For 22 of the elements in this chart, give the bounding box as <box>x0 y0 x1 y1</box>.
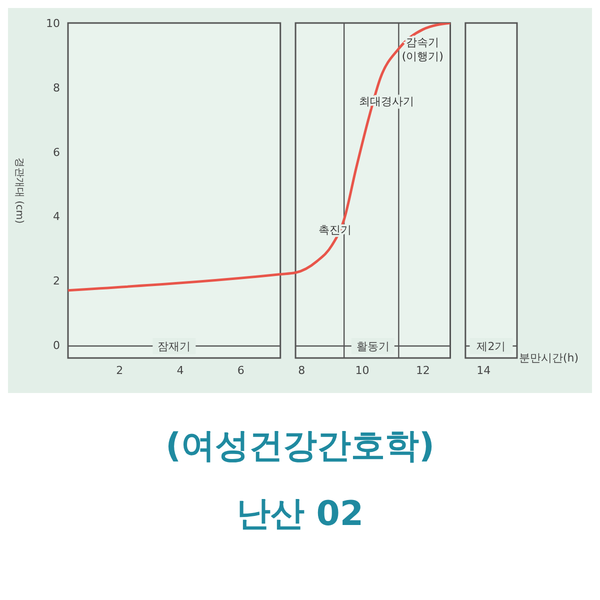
x-axis-title: 분만시간(h) <box>519 351 579 364</box>
text: (여성건강간호학) <box>164 425 436 468</box>
x-tick-label: 4 <box>176 364 184 377</box>
y-tick-label: 8 <box>53 81 60 94</box>
y-tick-label: 10 <box>46 16 60 30</box>
x-tick-label: 12 <box>416 364 430 377</box>
x-tick-label: 10 <box>355 364 370 377</box>
text: 난산 02 <box>235 493 365 536</box>
y-tick-label: 2 <box>53 274 60 288</box>
band-label: 제2기 <box>476 340 506 353</box>
y-tick-label: 4 <box>53 210 60 224</box>
x-tick-label: 6 <box>237 364 244 377</box>
y-tick-label: 6 <box>53 146 60 159</box>
line-series <box>68 23 452 292</box>
y-tick-label: 0 <box>53 339 60 352</box>
x-tick-label: 2 <box>116 364 124 377</box>
band-label: 잠재기 <box>158 340 191 353</box>
annotation: 감속기 (이행기) <box>402 36 444 63</box>
band-label: 활동기 <box>356 340 390 353</box>
y-axis-title: 경관개대 (cm) <box>13 157 24 224</box>
x-tick-label: 8 <box>298 364 306 377</box>
x-tick-label: 14 <box>476 364 491 377</box>
